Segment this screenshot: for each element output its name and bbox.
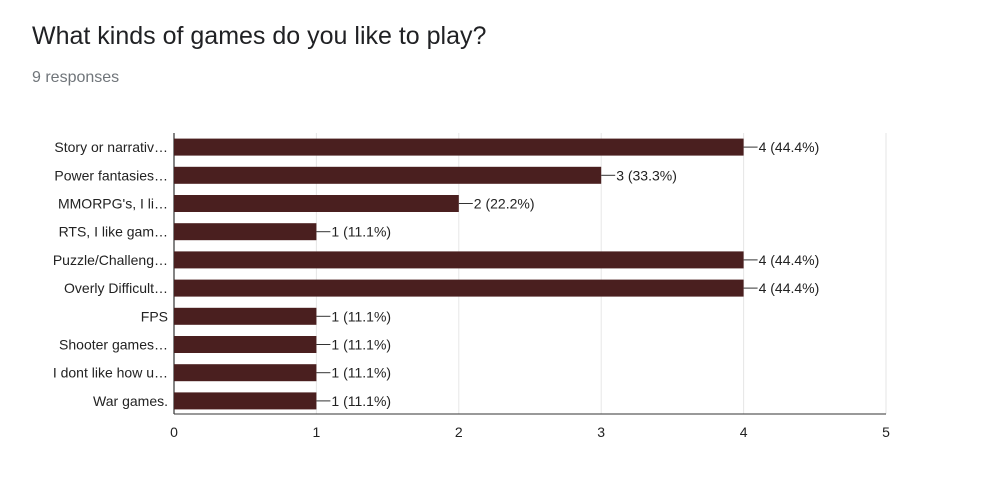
category-label: Story or narrativ… xyxy=(54,139,168,155)
bar xyxy=(174,138,744,156)
data-label: 1 (11.1%) xyxy=(331,393,391,409)
bar xyxy=(174,279,744,297)
category-label: Power fantasies… xyxy=(54,167,168,183)
category-label: Puzzle/Challeng… xyxy=(53,252,168,268)
bar xyxy=(174,251,744,269)
bar xyxy=(174,195,459,212)
x-tick-label: 4 xyxy=(740,424,748,440)
data-label: 4 (44.4%) xyxy=(759,280,820,296)
category-label: Shooter games… xyxy=(59,337,168,353)
x-tick-label: 1 xyxy=(313,424,321,440)
bar xyxy=(174,223,317,241)
data-label: 4 (44.4%) xyxy=(759,139,820,155)
x-tick-label: 5 xyxy=(882,424,890,440)
bar xyxy=(174,166,602,184)
data-label: 4 (44.4%) xyxy=(759,252,820,268)
category-label: MMORPG's, I li… xyxy=(58,196,168,212)
response-count: 9 responses xyxy=(32,69,120,86)
bar xyxy=(174,392,317,410)
category-label: FPS xyxy=(141,308,168,324)
category-label: RTS, I like gam… xyxy=(59,224,168,240)
data-label: 2 (22.2%) xyxy=(474,196,535,212)
category-label: War games. xyxy=(93,393,168,409)
category-label: I dont like how u… xyxy=(53,365,168,381)
data-label: 3 (33.3%) xyxy=(616,167,677,183)
data-label: 1 (11.1%) xyxy=(331,337,391,353)
category-label: Overly Difficult… xyxy=(64,280,168,296)
x-tick-label: 2 xyxy=(455,424,463,440)
x-tick-label: 0 xyxy=(170,424,178,440)
data-label: 1 (11.1%) xyxy=(331,224,391,240)
data-label: 1 (11.1%) xyxy=(331,308,391,324)
bar xyxy=(174,307,317,325)
x-tick-label: 3 xyxy=(597,424,605,440)
bar xyxy=(174,364,317,382)
chart-title: What kinds of games do you like to play? xyxy=(32,22,487,50)
bar xyxy=(174,336,317,353)
data-label: 1 (11.1%) xyxy=(331,365,391,381)
